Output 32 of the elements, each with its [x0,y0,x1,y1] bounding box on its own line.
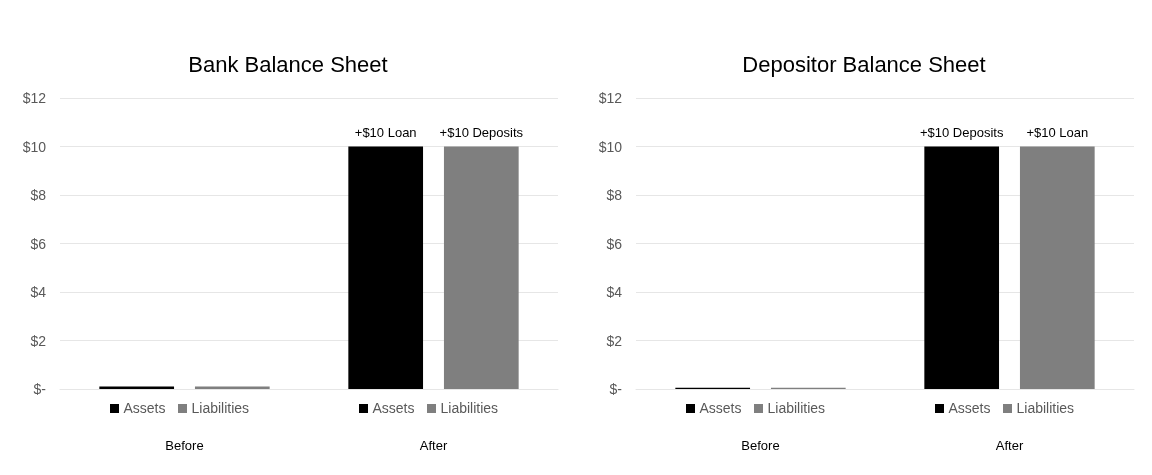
chart-title: Bank Balance Sheet [188,51,388,77]
legend-label: Assets [123,400,166,416]
y-tick-label: $6 [606,235,623,252]
text: Liabilities [1016,400,1075,416]
legend-label: Assets [699,400,742,416]
y-tick-label: $- [609,381,623,397]
y-tick-label: $2 [606,332,623,349]
legend-label: Liabilities [767,400,826,416]
y-tick-label: $6 [30,235,47,252]
data-label: +$10 Loan [1026,124,1089,140]
legend-label: Liabilities [191,400,250,416]
y-tick-label: $2 [30,332,47,349]
text: Liabilities [440,400,499,416]
y-tick-label: $10 [598,138,623,155]
y-tick-label: $12 [22,90,47,106]
data-label: +$10 Loan [354,124,417,140]
text: Assets [372,400,415,416]
y-tick-label: $8 [606,187,623,203]
x-tick-label: After [419,438,448,453]
x-tick-label: Before [741,438,780,453]
data-label: +$10 Deposits [919,124,1004,140]
y-tick-label: $4 [606,284,623,300]
chart-title: Depositor Balance Sheet [742,51,986,77]
x-tick-label: Before [165,438,204,453]
y-tick-label: $- [33,381,47,397]
y-tick-label: $10 [22,138,47,155]
text: Assets [948,400,991,416]
y-tick-label: $4 [30,284,47,300]
y-tick-label: $8 [30,187,47,203]
data-label: +$10 Deposits [439,124,524,140]
y-tick-label: $12 [598,90,623,106]
x-tick-label: After [995,438,1024,453]
